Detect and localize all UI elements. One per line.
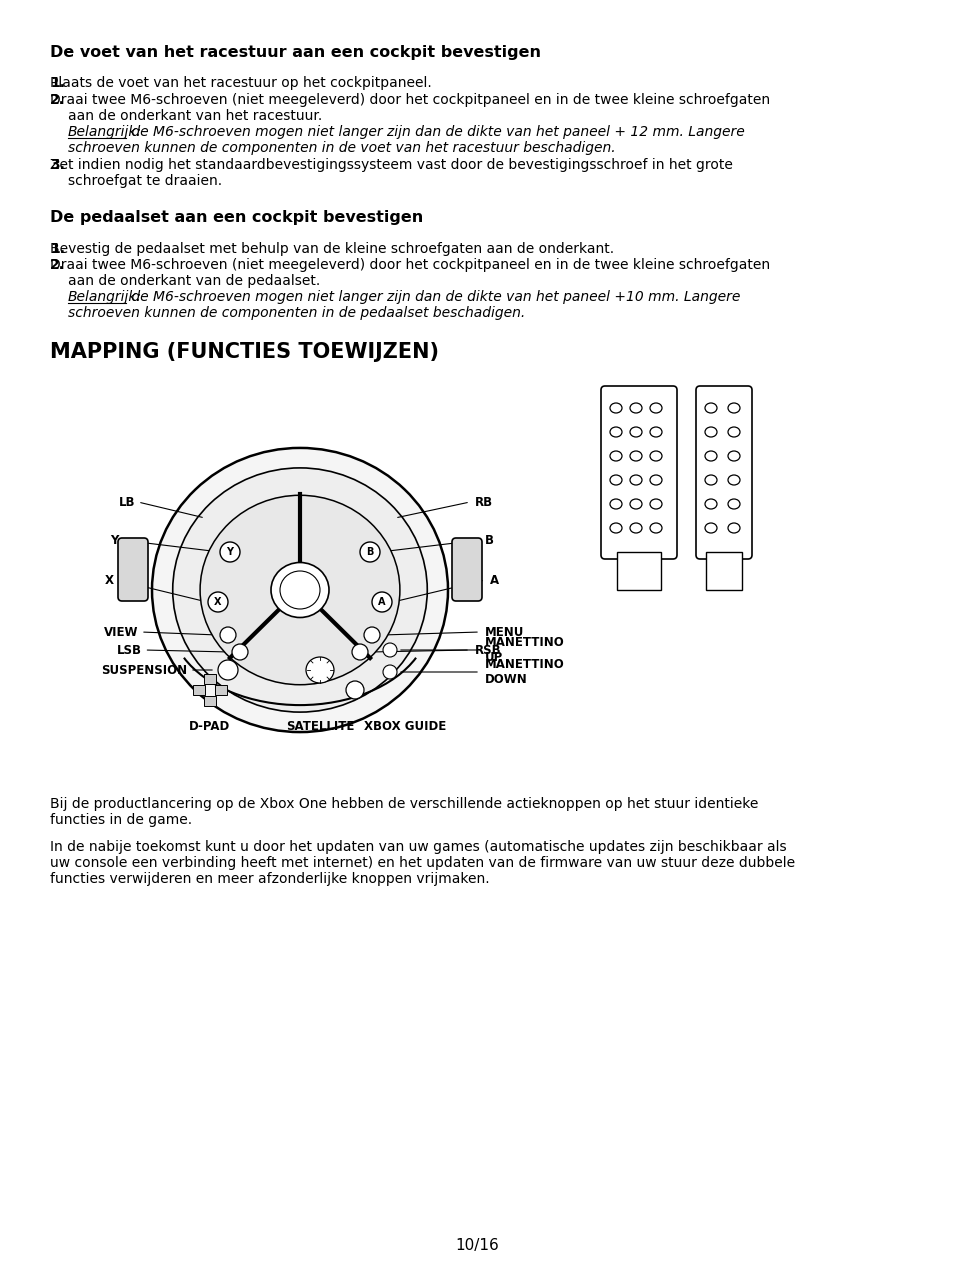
Text: De voet van het racestuur aan een cockpit bevestigen: De voet van het racestuur aan een cockpi…	[50, 45, 540, 60]
Text: uw console een verbinding heeft met internet) en het updaten van de firmware van: uw console een verbinding heeft met inte…	[50, 856, 794, 870]
Text: X: X	[214, 597, 221, 607]
Text: Y: Y	[110, 533, 118, 547]
Text: functies in de game.: functies in de game.	[50, 813, 192, 827]
Text: A: A	[490, 574, 498, 586]
Text: X: X	[105, 574, 113, 586]
Text: D-PAD: D-PAD	[190, 720, 231, 733]
FancyBboxPatch shape	[118, 538, 148, 600]
Text: 2.: 2.	[50, 93, 65, 107]
Text: aan de onderkant van het racestuur.: aan de onderkant van het racestuur.	[68, 109, 322, 123]
Text: 10/16: 10/16	[455, 1238, 498, 1253]
Text: RSB: RSB	[475, 644, 501, 656]
Text: Belangrijk:: Belangrijk:	[68, 290, 142, 304]
Text: 2.: 2.	[50, 258, 65, 272]
Text: Bij de productlancering op de Xbox One hebben de verschillende actieknoppen op h: Bij de productlancering op de Xbox One h…	[50, 798, 758, 812]
Ellipse shape	[152, 448, 448, 733]
Text: MAPPING (FUNCTIES TOEWIJZEN): MAPPING (FUNCTIES TOEWIJZEN)	[50, 342, 438, 363]
Text: functies verwijderen en meer afzonderlijke knoppen vrijmaken.: functies verwijderen en meer afzonderlij…	[50, 873, 489, 887]
Ellipse shape	[200, 495, 399, 684]
Text: A: A	[377, 597, 385, 607]
Ellipse shape	[306, 658, 334, 683]
Text: Belangrijk:: Belangrijk:	[68, 125, 142, 139]
Circle shape	[218, 660, 237, 681]
Text: LB: LB	[118, 496, 135, 509]
Text: schroeven kunnen de componenten in de voet van het racestuur beschadigen.: schroeven kunnen de componenten in de vo…	[68, 141, 615, 155]
Text: Y: Y	[226, 547, 233, 557]
Text: Plaats de voet van het racestuur op het cockpitpaneel.: Plaats de voet van het racestuur op het …	[50, 76, 432, 90]
Circle shape	[208, 591, 228, 612]
Text: Bevestig de pedaalset met behulp van de kleine schroefgaten aan de onderkant.: Bevestig de pedaalset met behulp van de …	[50, 242, 614, 256]
Circle shape	[346, 681, 364, 700]
Text: Draai twee M6-schroeven (niet meegeleverd) door het cockpitpaneel en in de twee : Draai twee M6-schroeven (niet meegelever…	[50, 258, 769, 272]
Circle shape	[352, 644, 368, 660]
Text: 3.: 3.	[50, 158, 65, 172]
Bar	[193, 686, 205, 695]
FancyBboxPatch shape	[600, 385, 677, 558]
Text: LT: LT	[631, 572, 646, 586]
Circle shape	[364, 627, 379, 644]
Text: LSB: LSB	[116, 644, 141, 656]
Bar	[617, 552, 660, 590]
Text: MANETTINO
DOWN: MANETTINO DOWN	[484, 658, 564, 686]
Text: RB: RB	[475, 496, 493, 509]
Text: schroeven kunnen de componenten in de pedaalset beschadigen.: schroeven kunnen de componenten in de pe…	[68, 307, 525, 321]
Ellipse shape	[271, 562, 329, 617]
Text: VIEW: VIEW	[103, 626, 138, 639]
Text: SATELLITE: SATELLITE	[286, 720, 354, 733]
Text: SUSPENSION: SUSPENSION	[101, 664, 187, 677]
Text: RT: RT	[714, 572, 733, 586]
Text: B: B	[484, 533, 494, 547]
Ellipse shape	[172, 468, 427, 712]
Circle shape	[382, 665, 396, 679]
Bar	[204, 696, 215, 706]
Bar	[204, 674, 215, 684]
Circle shape	[220, 627, 235, 644]
Text: schroefgat te draaien.: schroefgat te draaien.	[68, 174, 222, 188]
Text: De pedaalset aan een cockpit bevestigen: De pedaalset aan een cockpit bevestigen	[50, 210, 423, 225]
FancyBboxPatch shape	[452, 538, 481, 600]
Text: B: B	[366, 547, 374, 557]
Circle shape	[359, 542, 379, 562]
FancyBboxPatch shape	[696, 385, 751, 558]
Text: XBOX GUIDE: XBOX GUIDE	[363, 720, 446, 733]
Text: aan de onderkant van de pedaalset.: aan de onderkant van de pedaalset.	[68, 273, 320, 287]
Bar	[214, 686, 227, 695]
Circle shape	[232, 644, 248, 660]
Text: In de nabije toekomst kunt u door het updaten van uw games (automatische updates: In de nabije toekomst kunt u door het up…	[50, 840, 786, 854]
Circle shape	[372, 591, 392, 612]
Text: 1.: 1.	[50, 76, 65, 90]
Text: Draai twee M6-schroeven (niet meegeleverd) door het cockpitpaneel en in de twee : Draai twee M6-schroeven (niet meegelever…	[50, 93, 769, 107]
Text: MANETTINO
UP: MANETTINO UP	[484, 636, 564, 664]
Circle shape	[220, 542, 240, 562]
Text: de M6-schroeven mogen niet langer zijn dan de dikte van het paneel + 12 mm. Lang: de M6-schroeven mogen niet langer zijn d…	[127, 125, 744, 139]
Text: 1.: 1.	[50, 242, 65, 256]
Text: de M6-schroeven mogen niet langer zijn dan de dikte van het paneel +10 mm. Lange: de M6-schroeven mogen niet langer zijn d…	[127, 290, 740, 304]
Text: Zet indien nodig het standaardbevestigingssysteem vast door de bevestigingsschro: Zet indien nodig het standaardbevestigin…	[50, 158, 732, 172]
Circle shape	[382, 644, 396, 658]
Bar	[705, 552, 741, 590]
Text: MENU: MENU	[484, 626, 524, 639]
